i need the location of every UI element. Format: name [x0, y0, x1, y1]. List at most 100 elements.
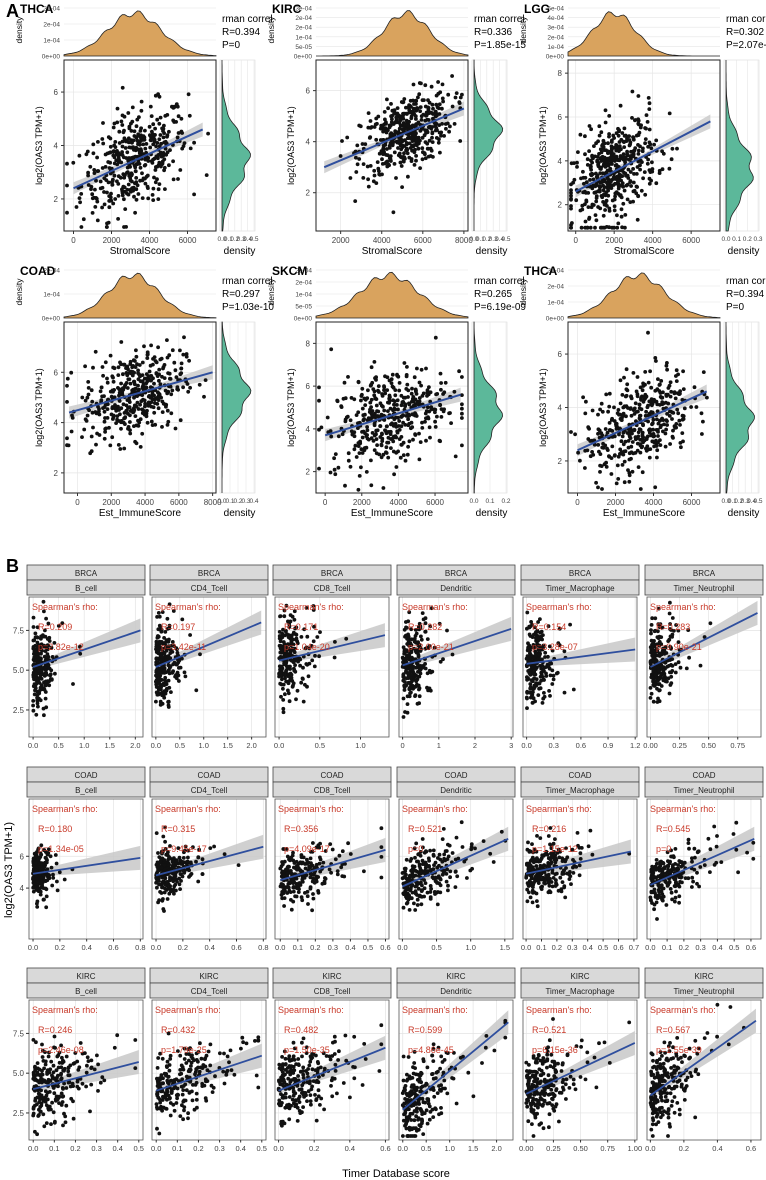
panel-label-a: A [6, 1, 19, 21]
density-tick-label: 0e+00 [294, 54, 313, 61]
data-point [344, 636, 349, 641]
data-point [332, 655, 337, 660]
data-point [160, 880, 165, 885]
data-point [413, 388, 418, 393]
data-point [574, 198, 579, 203]
data-point [126, 377, 131, 382]
data-point [106, 135, 111, 140]
data-point [35, 640, 40, 645]
data-point [336, 465, 341, 470]
y-tick-label: 6 [54, 88, 59, 97]
density-tick-label: 5e-05 [295, 44, 312, 51]
data-point [423, 118, 428, 123]
stat-title: Spearman's rho: [650, 602, 716, 612]
data-point [53, 671, 57, 676]
data-point [101, 141, 106, 146]
density-tick-label: 0e+00 [546, 316, 565, 323]
data-point [363, 431, 367, 436]
data-point [369, 458, 373, 463]
data-point [636, 434, 641, 439]
data-point [670, 632, 675, 637]
data-point [143, 181, 148, 186]
data-point [363, 403, 368, 407]
data-point [414, 673, 418, 678]
data-point [651, 641, 655, 646]
stat-text: P=1.03e-10 [222, 302, 274, 313]
data-point [616, 477, 621, 481]
data-point [415, 641, 419, 645]
data-point [278, 646, 283, 650]
data-point [281, 633, 286, 637]
data-point [622, 459, 627, 464]
data-point [531, 672, 536, 676]
side-density-tick-label: 0.2 [233, 498, 242, 505]
density-axis-label: density [14, 278, 24, 306]
data-point [166, 639, 171, 644]
x-tick-label: 0.3 [549, 741, 559, 750]
data-point [94, 178, 98, 183]
density-tick-label: 4e-04 [547, 15, 564, 22]
data-point [284, 654, 289, 659]
data-point [132, 194, 136, 199]
data-point [164, 658, 169, 662]
data-point [116, 217, 120, 221]
data-point [417, 380, 422, 385]
data-point [605, 448, 610, 452]
stat-text: R=0.394 [222, 27, 261, 38]
data-point [33, 631, 38, 636]
data-point [645, 444, 650, 449]
data-point [157, 378, 161, 383]
data-point [533, 651, 538, 656]
data-point [651, 658, 656, 663]
x-tick-label: 4000 [390, 498, 408, 507]
data-point [31, 684, 36, 689]
data-point [598, 166, 603, 171]
data-point [178, 418, 183, 423]
data-point [183, 674, 188, 679]
data-point [116, 365, 121, 370]
data-point [90, 192, 95, 197]
data-point [37, 689, 42, 693]
data-point [607, 206, 612, 211]
data-point [170, 388, 175, 393]
data-point [135, 394, 139, 398]
data-point [143, 128, 147, 133]
data-point [128, 381, 133, 386]
data-point [356, 444, 361, 448]
data-point [414, 158, 418, 163]
y-tick-label: 5.0 [13, 666, 25, 675]
data-point [636, 152, 641, 156]
density-tick-label: 3e-04 [43, 6, 60, 13]
data-point [128, 431, 133, 436]
data-point [103, 165, 108, 169]
data-point [283, 629, 288, 634]
data-point [120, 150, 124, 154]
data-point [673, 425, 677, 430]
data-point [282, 673, 287, 677]
data-point [160, 610, 165, 614]
data-point [392, 472, 396, 477]
side-density-tick-label: 0.4 [243, 236, 252, 243]
data-point [592, 190, 597, 195]
density-axis-label: density [518, 16, 528, 44]
data-point [180, 131, 185, 135]
data-point [294, 632, 299, 637]
data-point [340, 432, 345, 437]
data-point [423, 104, 428, 109]
data-point [629, 184, 633, 188]
data-point [394, 465, 399, 469]
data-point [392, 108, 397, 112]
data-point [613, 181, 617, 186]
data-point [636, 409, 640, 414]
data-point [329, 347, 334, 352]
data-point [628, 200, 633, 205]
data-point [427, 138, 432, 143]
data-point [312, 624, 316, 629]
data-point [607, 134, 611, 139]
data-point [376, 384, 381, 388]
data-point [391, 210, 396, 215]
data-point [668, 380, 673, 385]
data-point [382, 385, 387, 390]
data-point [100, 205, 104, 210]
data-point [640, 394, 644, 399]
